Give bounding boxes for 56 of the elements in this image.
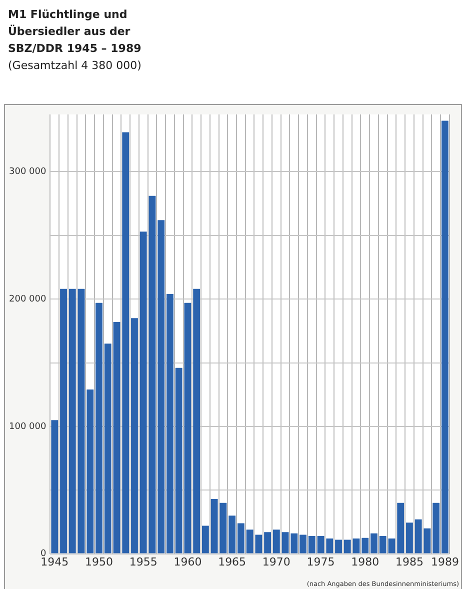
bar (113, 322, 120, 554)
bar (379, 536, 386, 554)
bar (442, 120, 448, 554)
bar (344, 540, 351, 554)
x-tick-label: 1945 (40, 555, 69, 568)
bar (308, 536, 316, 554)
bar (352, 538, 360, 554)
bar (228, 516, 236, 554)
bar (370, 533, 378, 554)
chart-subtitle: (Gesamtzahl 4 380 000) (8, 59, 142, 72)
bar (122, 132, 130, 554)
bar (104, 344, 112, 554)
bar (414, 519, 422, 554)
x-tick-label: 1960 (174, 555, 202, 568)
x-tick-label: 1950 (85, 555, 114, 568)
bar (96, 302, 102, 554)
x-tick-label: 1985 (395, 555, 424, 568)
bar (86, 390, 94, 554)
bar (290, 533, 298, 554)
bar (272, 530, 280, 554)
bar (237, 523, 244, 554)
bar (78, 288, 85, 554)
bar (184, 302, 192, 554)
y-tick-label: 100 000 (9, 422, 46, 432)
bar (300, 534, 306, 554)
x-tick-label: 1970 (262, 555, 290, 568)
chart-title: M1 Flüchtlinge und Übersiedler aus der SBZ/DDR 1945 – 1989 (8, 8, 142, 55)
x-tick-label: 1989 (430, 555, 459, 568)
bar (158, 220, 165, 554)
bar (335, 540, 342, 554)
bar (432, 502, 440, 554)
x-tick-label: 1980 (351, 555, 380, 568)
bar (166, 294, 174, 554)
x-tick-label: 1975 (306, 555, 335, 568)
bar (388, 538, 396, 554)
bar (175, 368, 182, 554)
bar (148, 196, 156, 554)
bar (131, 318, 138, 554)
bar (140, 232, 147, 554)
bar (317, 536, 324, 554)
bar (202, 526, 209, 554)
bar (282, 532, 289, 554)
bar (424, 528, 431, 554)
x-tick-label: 1965 (218, 555, 246, 568)
bar (397, 502, 404, 554)
y-tick-label: 200 000 (9, 294, 46, 304)
bar (60, 288, 67, 554)
bar (406, 522, 413, 554)
bar (264, 532, 272, 554)
x-tick-label: 1955 (129, 555, 158, 568)
bar (193, 288, 200, 554)
bar (362, 538, 369, 554)
bar (326, 538, 334, 554)
bar (68, 288, 76, 554)
y-tick-label: 300 000 (9, 167, 46, 178)
bar (51, 420, 58, 554)
